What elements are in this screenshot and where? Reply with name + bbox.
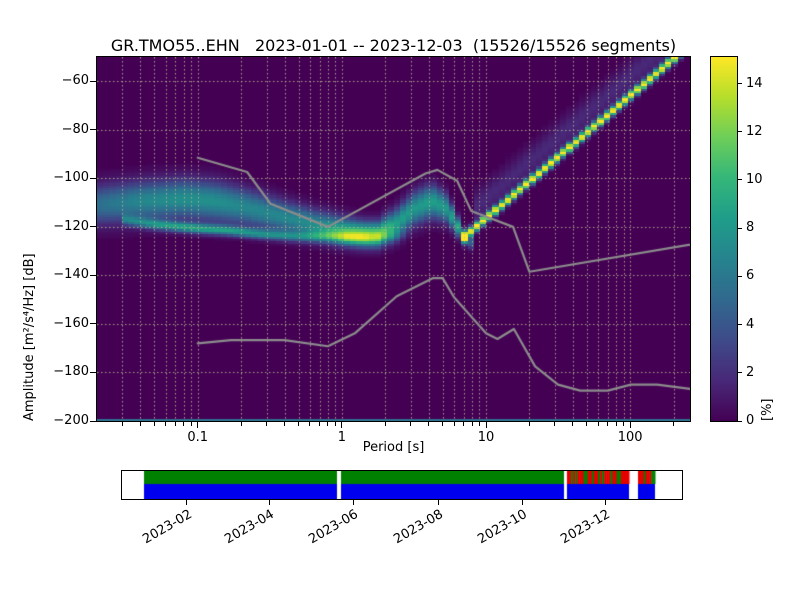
y-tick-label: −80 <box>61 121 89 137</box>
x-major-tick <box>341 422 343 428</box>
colorbar-tick-label: 12 <box>746 123 763 139</box>
x-tick-label: 1 <box>337 430 347 445</box>
colorbar-tick <box>738 420 742 422</box>
x-minor-tick <box>190 422 192 426</box>
colorbar-tick-label: 4 <box>746 316 755 332</box>
y-major-tick <box>90 323 96 325</box>
timeline-tick <box>521 500 523 505</box>
x-minor-tick <box>428 422 430 426</box>
x-minor-tick <box>240 422 242 426</box>
x-major-tick <box>197 422 199 428</box>
y-tick-label: −160 <box>53 315 89 331</box>
x-minor-tick <box>139 422 141 426</box>
x-minor-tick <box>528 422 530 426</box>
colorbar-tick-label: 14 <box>746 75 763 91</box>
x-minor-tick <box>309 422 311 426</box>
x-minor-tick <box>471 422 473 426</box>
colorbar-tick-label: 2 <box>746 364 755 380</box>
timeline-date-label: 2023-08 <box>390 507 446 548</box>
x-minor-tick <box>597 422 599 426</box>
x-tick-label: 100 <box>617 430 643 445</box>
x-minor-tick <box>410 422 412 426</box>
timeline-tick <box>604 500 606 505</box>
timeline-date-label: 2023-06 <box>305 507 361 548</box>
main-axes-frame <box>96 56 691 422</box>
colorbar-tick <box>738 179 742 181</box>
timeline-tick <box>186 500 188 505</box>
timeline-date-label: 2023-10 <box>474 507 530 548</box>
x-minor-tick <box>165 422 167 426</box>
x-tick-label: 10 <box>477 430 495 445</box>
x-minor-tick <box>121 422 123 426</box>
colorbar-tick <box>738 227 742 229</box>
x-minor-tick <box>334 422 336 426</box>
x-minor-tick <box>284 422 286 426</box>
colorbar-tick-label: 0 <box>746 413 755 428</box>
y-major-tick <box>90 420 96 422</box>
colorbar-tick-label: 8 <box>746 220 755 236</box>
x-minor-tick <box>478 422 480 426</box>
y-major-tick <box>90 129 96 131</box>
colorbar-tick <box>738 372 742 374</box>
y-major-tick <box>90 226 96 228</box>
timeline-tick <box>268 500 270 505</box>
y-major-tick <box>90 274 96 276</box>
x-minor-tick <box>453 422 455 426</box>
colorbar-tick <box>738 131 742 133</box>
x-minor-tick <box>327 422 329 426</box>
y-tick-label: −60 <box>61 73 89 89</box>
x-minor-tick <box>174 422 176 426</box>
y-major-tick <box>90 80 96 82</box>
x-major-tick <box>629 422 631 428</box>
colorbar-tick <box>738 83 742 85</box>
y-axis-label: Amplitude [m²/s⁴/Hz] [dB] <box>22 253 37 421</box>
colorbar-tick <box>738 275 742 277</box>
colorbar-tick <box>738 324 742 326</box>
x-minor-tick <box>607 422 609 426</box>
x-minor-tick <box>319 422 321 426</box>
x-minor-tick <box>673 422 675 426</box>
x-minor-tick <box>183 422 185 426</box>
x-axis-label: Period [s] <box>362 440 425 455</box>
timeline-tick <box>352 500 354 505</box>
x-minor-tick <box>266 422 268 426</box>
x-minor-tick <box>153 422 155 426</box>
y-major-tick <box>90 177 96 179</box>
x-minor-tick <box>298 422 299 426</box>
timeline-tick <box>437 500 439 505</box>
colorbar-tick-label: 6 <box>746 268 755 284</box>
x-minor-tick <box>442 422 444 426</box>
colorbar-tick-label: 10 <box>746 171 763 187</box>
x-minor-tick <box>572 422 574 426</box>
colorbar-gradient <box>710 56 738 422</box>
x-minor-tick <box>615 422 617 426</box>
plot-title: GR.TMO55..EHN 2023-01-01 -- 2023-12-03 (… <box>110 36 677 55</box>
x-minor-tick <box>623 422 625 426</box>
timeline-date-label: 2023-12 <box>557 507 613 548</box>
timeline-coverage-canvas <box>122 471 682 499</box>
y-tick-label: −100 <box>53 170 89 186</box>
x-tick-label: 0.1 <box>187 430 209 445</box>
y-tick-label: −120 <box>53 218 89 234</box>
x-minor-tick <box>586 422 588 426</box>
x-major-tick <box>485 422 487 428</box>
x-minor-tick <box>463 422 465 426</box>
y-tick-label: −180 <box>53 364 89 380</box>
y-major-tick <box>90 371 96 373</box>
x-minor-tick <box>554 422 556 426</box>
timeline-date-label: 2023-02 <box>139 507 195 548</box>
x-minor-tick <box>384 422 386 426</box>
y-tick-label: −200 <box>53 413 89 428</box>
psd-heatmap-canvas <box>97 57 690 421</box>
y-tick-label: −140 <box>53 267 89 283</box>
timeline-date-label: 2023-04 <box>221 507 277 548</box>
timeline-coverage-bar <box>121 470 683 500</box>
